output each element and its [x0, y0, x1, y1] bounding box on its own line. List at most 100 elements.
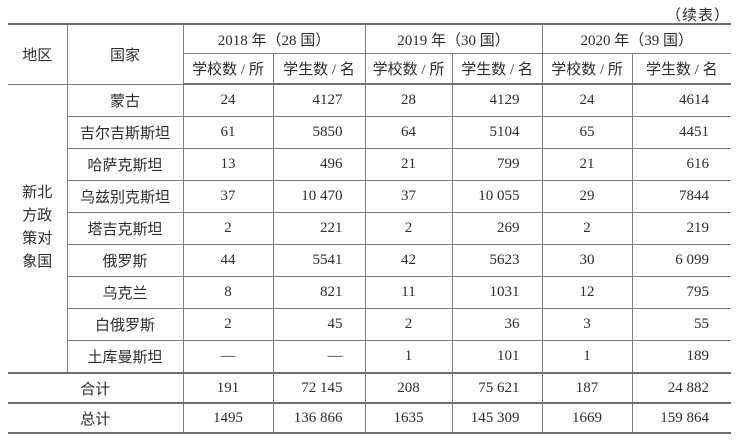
country-cell: 乌克兰: [66, 276, 184, 309]
country-cell: 白俄罗斯: [66, 308, 184, 341]
country-cell: 吉尔吉斯斯坦: [66, 116, 184, 149]
header-schools-2020: 学校数 / 所: [541, 53, 633, 85]
students-value: 55: [631, 308, 732, 341]
students-value: 221: [272, 212, 366, 245]
header-row-years: 地区 国家 2018 年（28 国） 2019 年（30 国） 2020 年（3…: [8, 24, 732, 85]
country-cell: 蒙古: [66, 83, 184, 117]
students-value: 10 470: [272, 180, 366, 213]
table-row: 新北方政策对象国 蒙古 24 4127 28 4129 24 4614: [8, 83, 732, 374]
schools-value: 8: [182, 276, 274, 309]
students-value: 1031: [451, 276, 543, 309]
header-year-2019: 2019 年（30 国）: [364, 24, 543, 54]
schools-value: 37: [364, 180, 453, 213]
country-cell: 乌兹别克斯坦: [66, 180, 184, 213]
students-value: 4127: [272, 83, 366, 117]
header-schools-2019: 学校数 / 所: [364, 53, 453, 85]
table-row: 吉尔吉斯斯坦 61 5850 64 5104 65 4451: [8, 116, 732, 149]
students-value: 45: [272, 308, 366, 341]
students-value: 145 309: [451, 402, 543, 434]
schools-value: 187: [541, 372, 633, 404]
schools-value: 208: [364, 372, 453, 404]
schools-value: 21: [364, 148, 453, 181]
students-value: 219: [631, 212, 732, 245]
subtotal-label: 合计: [8, 372, 184, 404]
schools-value: 64: [364, 116, 453, 149]
table-row: 俄罗斯 44 5541 42 5623 30 6 099: [8, 244, 732, 277]
students-value: 75 621: [451, 372, 543, 404]
table-row: 乌克兰 8 821 11 1031 12 795: [8, 276, 732, 309]
students-value: 799: [451, 148, 543, 181]
schools-value: 191: [182, 372, 274, 404]
schools-value: 42: [364, 244, 453, 277]
header-year-2020: 2020 年（39 国）: [541, 24, 732, 54]
table-row: 哈萨克斯坦 13 496 21 799 21 616: [8, 148, 732, 181]
students-value: 5104: [451, 116, 543, 149]
students-value: 189: [631, 340, 732, 374]
schools-value: 24: [541, 83, 633, 117]
schools-value: 65: [541, 116, 633, 149]
header-students-2018: 学生数 / 名: [272, 53, 366, 85]
schools-value: 2: [541, 212, 633, 245]
table-row: 土库曼斯坦 — — 1 101 1 189: [8, 340, 732, 374]
table-row: 塔吉克斯坦 2 221 2 269 2 219: [8, 212, 732, 245]
header-students-2020: 学生数 / 名: [631, 53, 732, 85]
students-value: 795: [631, 276, 732, 309]
country-cell: 哈萨克斯坦: [66, 148, 184, 181]
country-cell: 俄罗斯: [66, 244, 184, 277]
schools-value: 3: [541, 308, 633, 341]
students-value: 496: [272, 148, 366, 181]
header-students-2019: 学生数 / 名: [451, 53, 543, 85]
students-value: 6 099: [631, 244, 732, 277]
students-value: 24 882: [631, 372, 732, 404]
schools-value: 1: [541, 340, 633, 374]
schools-value: 2: [364, 212, 453, 245]
schools-value: 1669: [541, 402, 633, 434]
students-value: 4614: [631, 83, 732, 117]
header-row-measures: 学校数 / 所 学生数 / 名 学校数 / 所 学生数 / 名 学校数 / 所 …: [8, 53, 732, 85]
schools-value: 1495: [182, 402, 274, 434]
schools-value: 37: [182, 180, 274, 213]
table-header: 地区 国家 2018 年（28 国） 2019 年（30 国） 2020 年（3…: [8, 24, 732, 85]
students-value: 136 866: [272, 402, 366, 434]
subtotal-row: 合计 191 72 145 208 75 621 187 24 882: [8, 372, 732, 404]
schools-value: 21: [541, 148, 633, 181]
schools-value: 11: [364, 276, 453, 309]
table-row: 白俄罗斯 2 45 2 36 3 55: [8, 308, 732, 341]
schools-value: 24: [182, 83, 274, 117]
students-value: 616: [631, 148, 732, 181]
continuation-note: （续表）: [665, 8, 730, 24]
schools-value: 29: [541, 180, 633, 213]
students-value: 5850: [272, 116, 366, 149]
students-value: 36: [451, 308, 543, 341]
schools-value: 12: [541, 276, 633, 309]
students-value: 7844: [631, 180, 732, 213]
country-cell: 塔吉克斯坦: [66, 212, 184, 245]
schools-value: 28: [364, 83, 453, 117]
header-year-2018: 2018 年（28 国）: [182, 24, 366, 54]
total-label: 总计: [8, 402, 184, 434]
schools-value: 2: [364, 308, 453, 341]
students-value: 10 055: [451, 180, 543, 213]
students-value: 269: [451, 212, 543, 245]
students-value: 159 864: [631, 402, 732, 434]
schools-value: 1635: [364, 402, 453, 434]
students-value: 101: [451, 340, 543, 374]
students-value: 5623: [451, 244, 543, 277]
schools-value: 13: [182, 148, 274, 181]
table-row: 乌兹别克斯坦 37 10 470 37 10 055 29 7844: [8, 180, 732, 213]
schools-value: —: [182, 340, 274, 374]
statistics-table: 地区 国家 2018 年（28 国） 2019 年（30 国） 2020 年（3…: [8, 23, 732, 434]
students-value: —: [272, 340, 366, 374]
region-group-label: 新北方政策对象国: [22, 185, 53, 271]
total-row: 总计 1495 136 866 1635 145 309 1669 159 86…: [8, 402, 732, 434]
schools-value: 44: [182, 244, 274, 277]
header-region: 地区: [8, 24, 68, 85]
schools-value: 61: [182, 116, 274, 149]
students-value: 4451: [631, 116, 732, 149]
schools-value: 30: [541, 244, 633, 277]
students-value: 72 145: [272, 372, 366, 404]
country-cell: 土库曼斯坦: [66, 340, 184, 374]
students-value: 5541: [272, 244, 366, 277]
header-schools-2018: 学校数 / 所: [182, 53, 274, 85]
